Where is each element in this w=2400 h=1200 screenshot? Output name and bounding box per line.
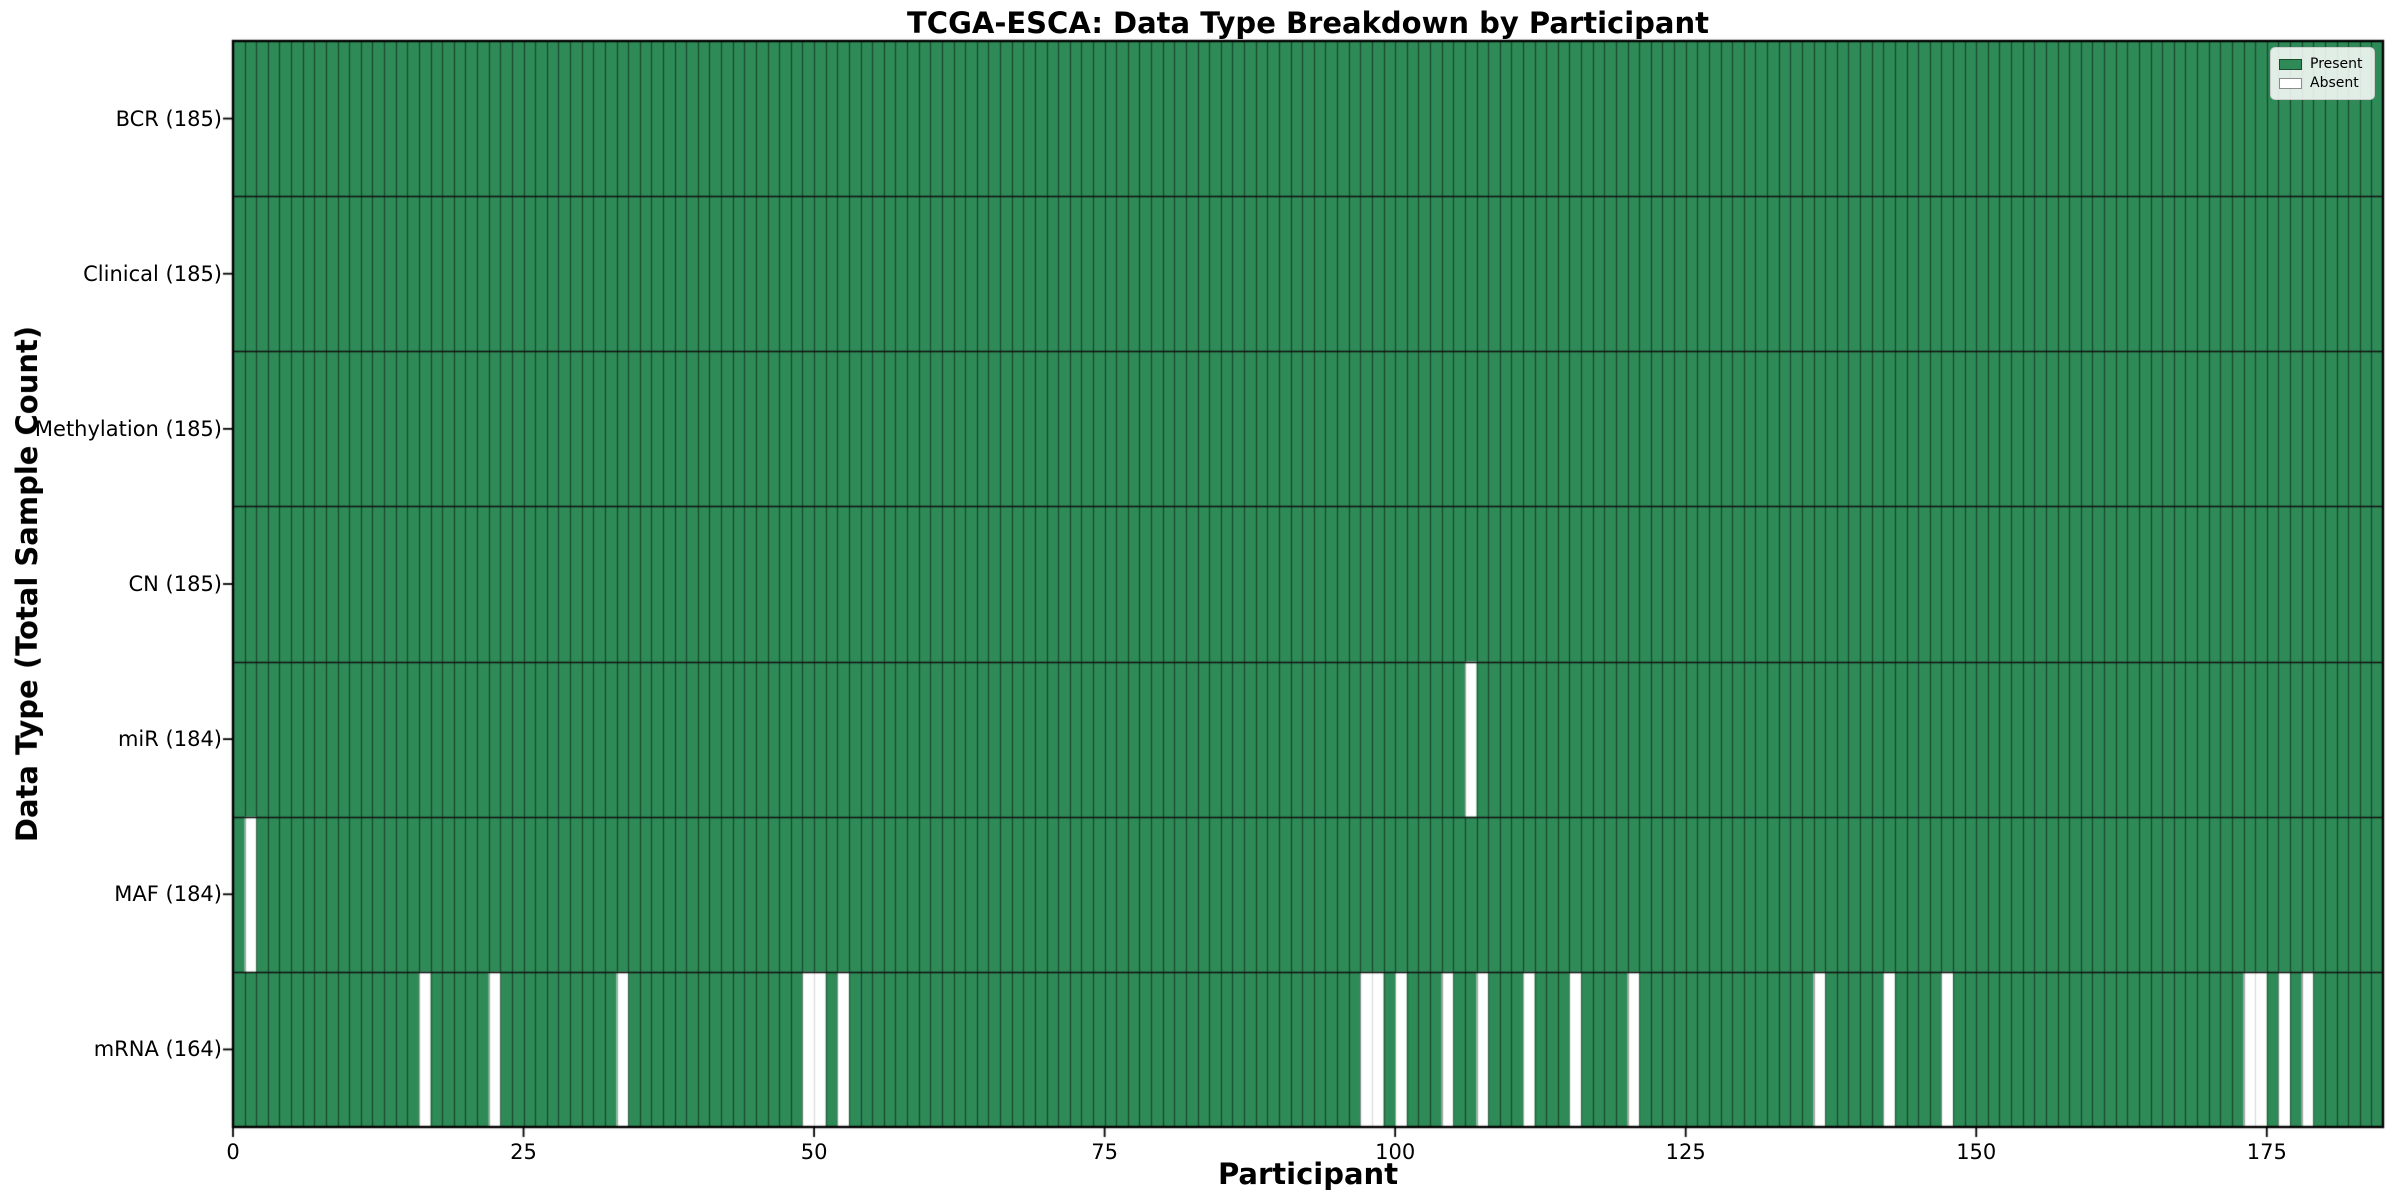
legend: Present Absent — [2270, 47, 2375, 100]
y-tick-label: mRNA (164) — [93, 1037, 222, 1062]
y-tick-label: miR (184) — [117, 727, 222, 752]
x-tick-label: 175 — [2246, 1140, 2287, 1164]
y-tick-label: MAF (184) — [114, 882, 222, 907]
legend-entry: Present — [2279, 55, 2366, 73]
legend-label: Present — [2310, 56, 2363, 72]
x-tick-label: 75 — [1091, 1140, 1118, 1164]
chart-title: TCGA-ESCA: Data Type Breakdown by Partic… — [907, 6, 1709, 40]
x-tick-label: 125 — [1665, 1140, 1706, 1164]
y-tick-label: CN (185) — [128, 572, 222, 596]
x-tick-label: 50 — [800, 1140, 828, 1164]
legend-entry: Absent — [2279, 74, 2366, 92]
y-tick-label: Methylation (185) — [34, 416, 222, 441]
legend-label: Absent — [2310, 75, 2359, 91]
legend-swatch — [2279, 77, 2302, 89]
legend-swatch — [2279, 58, 2302, 70]
y-tick-label: Clinical (185) — [83, 261, 222, 286]
y-tick-label: BCR (185) — [115, 106, 222, 131]
x-axis-label: Participant — [1217, 1157, 1399, 1191]
x-tick-label: 150 — [1956, 1140, 1997, 1164]
x-tick-label: 25 — [510, 1140, 537, 1164]
x-tick-label: 100 — [1375, 1140, 1416, 1164]
x-tick-label: 0 — [226, 1140, 240, 1164]
